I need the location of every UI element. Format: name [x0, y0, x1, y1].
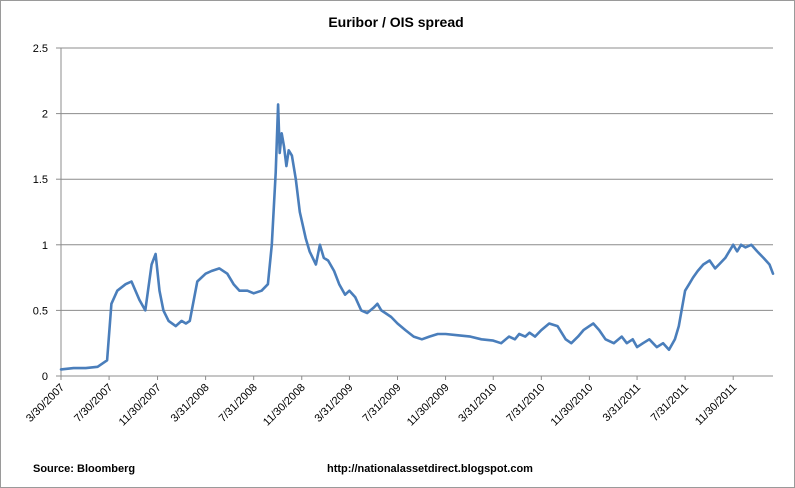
- x-tick-label: 7/31/2010: [504, 382, 547, 425]
- x-tick-label: 3/31/2011: [601, 382, 644, 425]
- x-axis-ticks: 3/30/2007 7/30/2007 11/30/2007 3/31/2008 7/3…: [24, 382, 739, 429]
- series-layer: [59, 103, 775, 371]
- axes: [56, 47, 773, 380]
- y-axis-ticks: 0 0.5 1 1.5 2 2.5: [33, 43, 48, 383]
- source-note: Source: Bloomberg: [33, 463, 135, 475]
- x-tick-label: 7/31/2009: [361, 382, 404, 425]
- x-tick-label: 7/31/2011: [649, 382, 692, 425]
- x-tick-label: 7/30/2007: [72, 382, 115, 425]
- y-tick-label: 2: [42, 109, 48, 121]
- x-tick-label: 11/30/2011: [693, 382, 739, 428]
- y-tick-label: 1: [42, 240, 48, 252]
- y-tick-label: 2.5: [33, 43, 48, 55]
- series-line: [59, 103, 775, 371]
- x-tick-label: 3/31/2008: [169, 382, 212, 425]
- x-tick-label: 11/30/2008: [261, 382, 308, 429]
- chart-title: Euribor / OIS spread: [328, 14, 463, 30]
- x-tick-label: 7/31/2008: [217, 382, 260, 425]
- y-tick-label: 0: [42, 371, 48, 383]
- x-tick-label: 11/30/2010: [549, 382, 596, 429]
- y-tick-label: 1.5: [33, 174, 48, 186]
- blog-url: http://nationalassetdirect.blogspot.com: [327, 463, 533, 475]
- x-tick-label: 3/30/2007: [24, 382, 67, 425]
- y-tick-label: 0.5: [33, 305, 48, 317]
- x-tick-label: 3/31/2009: [312, 382, 355, 425]
- gridlines: [61, 47, 773, 311]
- x-tick-label: 3/31/2010: [456, 382, 499, 425]
- x-tick-label: 11/30/2009: [405, 382, 452, 429]
- x-tick-label: 11/30/2007: [117, 382, 164, 429]
